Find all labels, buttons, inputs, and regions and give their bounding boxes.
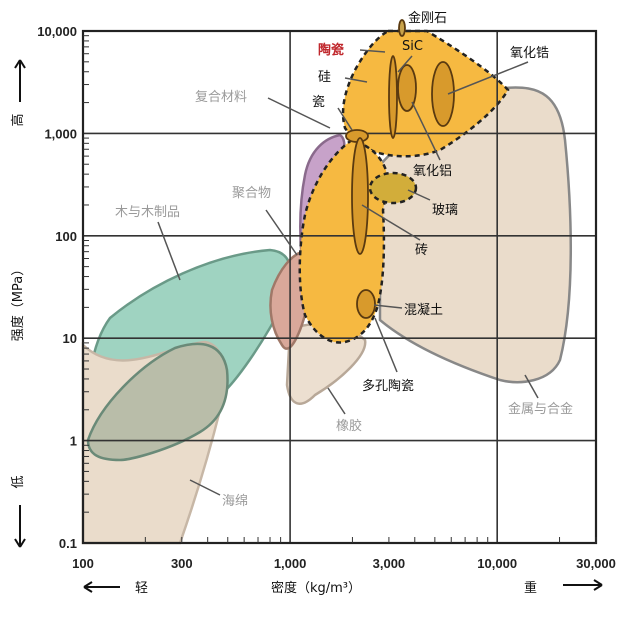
label-concrete: 混凝土 — [404, 302, 443, 318]
leader-line — [157, 221, 181, 281]
label-wood: 木与木制品 — [115, 205, 180, 220]
ceramics-upper-region — [341, 29, 510, 158]
y-tick-label: 1,000 — [44, 126, 77, 141]
leader-line — [411, 101, 441, 161]
leader-line — [327, 387, 346, 415]
y-tick-label: 10 — [63, 331, 77, 346]
x-low-label: 轻 — [135, 581, 148, 596]
leader-line — [407, 189, 431, 201]
leader-line — [265, 209, 298, 256]
x-tick-label: 30,000 — [576, 556, 616, 571]
region-foam-overlap — [86, 342, 229, 462]
y-high-label: 高 — [10, 113, 26, 126]
leader-line — [373, 304, 403, 309]
y-tick-label: 10,000 — [37, 24, 77, 39]
label-brick: 砖 — [415, 243, 428, 258]
leader-line — [359, 49, 386, 53]
label-composites: 复合材料 — [195, 90, 247, 105]
label-ceramics: 陶瓷 — [318, 42, 344, 58]
label-polymers: 聚合物 — [232, 186, 271, 201]
label-sic: SiC — [402, 39, 423, 54]
arrow-right-icon — [563, 579, 603, 591]
label-rubber: 橡胶 — [336, 418, 362, 434]
glass-mark — [368, 171, 418, 205]
label-sponge: 海绵 — [222, 494, 248, 509]
diamond-mark — [398, 19, 406, 37]
label-glass: 玻璃 — [432, 203, 458, 218]
leader-line — [361, 204, 421, 241]
label-alumina: 氧化铝 — [413, 164, 452, 179]
arrow-left-icon — [83, 581, 120, 593]
x-tick-label: 100 — [72, 556, 94, 571]
leader-line — [189, 479, 221, 496]
label-metals: 金属与合金 — [508, 401, 573, 417]
x-tick-label: 10,000 — [477, 556, 517, 571]
y-tick-label: 100 — [55, 229, 77, 244]
leader-line — [447, 61, 529, 95]
label-diamond: 金刚石 — [408, 10, 447, 26]
zirconia-mark — [431, 61, 455, 127]
arrow-down-icon — [14, 505, 26, 548]
leader-line — [337, 107, 353, 131]
leader-line — [374, 317, 398, 373]
label-porous-ceramics: 多孔陶瓷 — [362, 378, 414, 394]
x-high-label: 重 — [524, 580, 537, 596]
leader-line — [267, 97, 331, 129]
sic-mark — [388, 55, 398, 139]
x-tick-label: 1,000 — [274, 556, 307, 571]
y-tick-label: 1 — [70, 434, 77, 449]
leader-line — [397, 55, 413, 73]
label-porcelain: 瓷 — [312, 95, 325, 110]
leader-line — [344, 77, 368, 83]
y-axis-title: 强度（MPa） — [10, 263, 26, 341]
label-zirconia: 氧化锆 — [510, 46, 549, 61]
alumina-mark — [397, 64, 417, 112]
arrow-up-icon — [14, 59, 26, 102]
label-silicon: 硅 — [318, 70, 331, 85]
x-axis-title: 密度（kg/m³） — [271, 580, 361, 596]
y-low-label: 低 — [11, 475, 26, 488]
leader-line — [524, 374, 539, 399]
brick-mark — [351, 137, 369, 255]
x-tick-label: 300 — [171, 556, 193, 571]
plot-frame — [81, 29, 598, 545]
x-tick-label: 3,000 — [373, 556, 406, 571]
concrete-mark — [356, 289, 376, 319]
y-tick-label: 0.1 — [59, 536, 77, 551]
